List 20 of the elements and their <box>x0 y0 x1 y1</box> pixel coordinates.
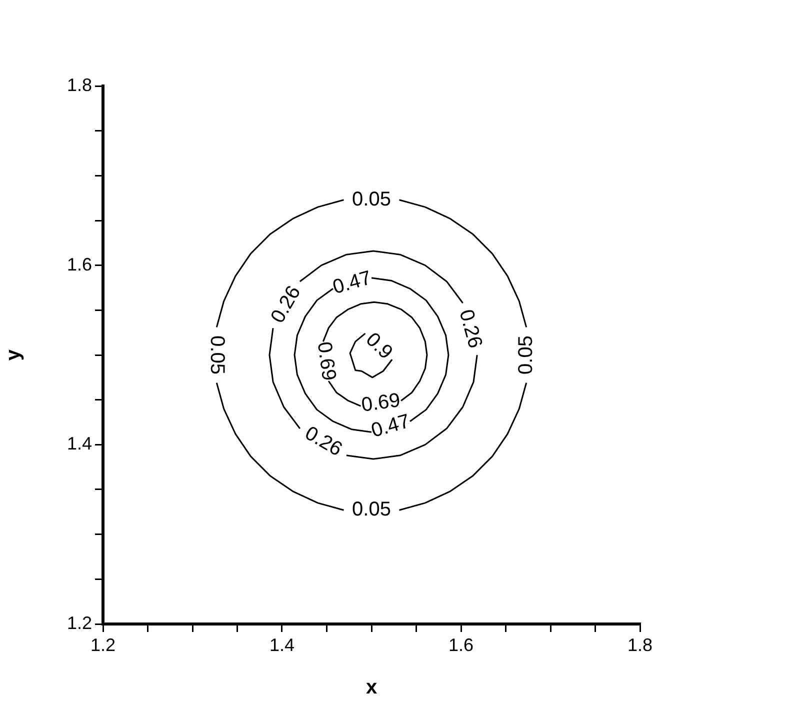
x-tick-label: 1.6 <box>448 634 474 655</box>
text: 0.69 <box>312 340 340 382</box>
text: 0.26 <box>266 282 306 327</box>
y-axis-title: y <box>2 348 25 361</box>
text: 0.05 <box>206 336 228 374</box>
y-tick-label: 1.8 <box>66 74 92 95</box>
y-tick-label: 1.4 <box>66 434 92 454</box>
text: 0.47 <box>330 266 374 299</box>
text: 0.26 <box>301 422 346 461</box>
text: 0.05 <box>514 336 537 374</box>
text: 0.26 <box>454 307 486 351</box>
text: 0.05 <box>352 498 391 521</box>
x-tick-label: 1.2 <box>90 634 116 655</box>
series-label: 0.05 <box>352 188 391 210</box>
x-axis-title: x <box>366 676 378 699</box>
x-tick-label: 1.8 <box>627 634 653 655</box>
x-tick-label: 1.4 <box>269 634 295 655</box>
y-tick-label: 1.2 <box>66 612 92 633</box>
y-tick-label: 1.6 <box>66 254 92 274</box>
text: 0.9 <box>361 328 397 364</box>
